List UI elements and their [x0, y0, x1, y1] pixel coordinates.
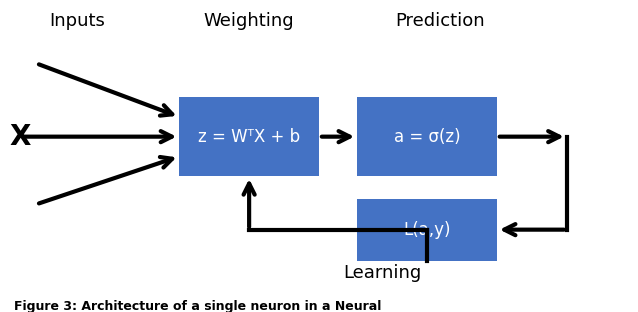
FancyBboxPatch shape — [357, 199, 497, 261]
Text: Figure 3: Architecture of a single neuron in a Neural: Figure 3: Architecture of a single neuro… — [14, 300, 382, 312]
Text: Weighting: Weighting — [204, 12, 295, 30]
Text: Prediction: Prediction — [395, 12, 484, 30]
Text: Inputs: Inputs — [50, 12, 105, 30]
FancyBboxPatch shape — [357, 97, 497, 176]
FancyBboxPatch shape — [179, 97, 319, 176]
Text: z = WᵀX + b: z = WᵀX + b — [198, 128, 300, 146]
Text: X: X — [10, 123, 31, 151]
Text: a = σ(z): a = σ(z) — [394, 128, 460, 146]
Text: Learning: Learning — [343, 264, 422, 282]
Text: L(a,y): L(a,y) — [403, 221, 450, 239]
